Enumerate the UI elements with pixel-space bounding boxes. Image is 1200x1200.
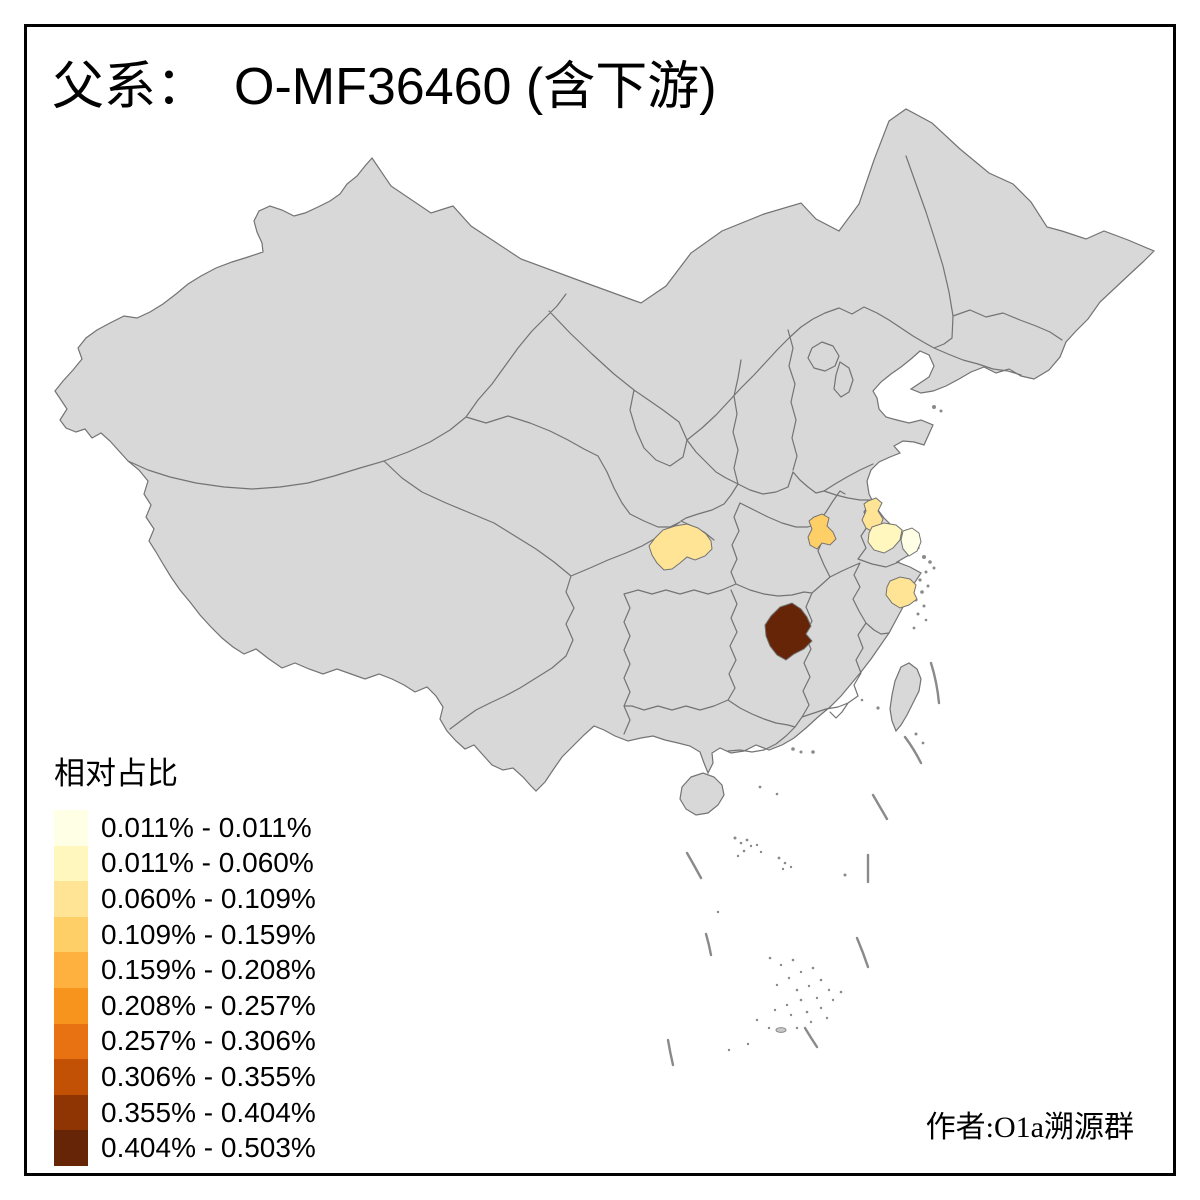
legend-swatch xyxy=(54,1023,88,1060)
title-haplogroup: O-MF36460 (含下游) xyxy=(234,58,717,116)
legend-item: 0.011% - 0.011% xyxy=(54,810,316,846)
legend-label: 0.159% - 0.208% xyxy=(101,954,316,986)
legend-label: 0.060% - 0.109% xyxy=(101,882,316,914)
region-south-jiangsu xyxy=(867,522,903,554)
legend-swatch xyxy=(54,810,88,846)
legend-label: 0.011% - 0.011% xyxy=(101,811,312,843)
highlighted-regions xyxy=(648,497,922,661)
legend-swatch xyxy=(54,1130,88,1166)
legend-item: 0.060% - 0.109% xyxy=(54,881,316,917)
legend-item: 0.109% - 0.159% xyxy=(54,916,316,953)
legend-label: 0.306% - 0.355% xyxy=(101,1060,316,1092)
legend-swatch xyxy=(54,845,88,882)
taiwan-island xyxy=(889,662,922,733)
legend-item: 0.355% - 0.404% xyxy=(54,1094,316,1131)
legend-swatch xyxy=(54,881,88,917)
region-ningbo-area xyxy=(885,576,918,609)
legend-item: 0.208% - 0.257% xyxy=(54,987,316,1024)
region-east-hunan xyxy=(764,602,813,661)
title-prefix: 父系： xyxy=(52,59,209,116)
nine-dash-line xyxy=(666,661,941,1067)
legend-label: 0.011% - 0.060% xyxy=(101,847,314,879)
legend-item: 0.306% - 0.355% xyxy=(54,1059,316,1095)
map-title: 父系： O-MF36460 (含下游) xyxy=(52,58,717,118)
legend-item: 0.011% - 0.060% xyxy=(54,845,316,882)
legend-label: 0.257% - 0.306% xyxy=(101,1025,316,1057)
legend-label: 0.404% - 0.503% xyxy=(101,1132,316,1164)
region-shanghai-area xyxy=(900,527,922,557)
legend-item: 0.159% - 0.208% xyxy=(54,952,316,988)
legend-swatch xyxy=(54,1059,88,1095)
legend-label: 0.355% - 0.404% xyxy=(101,1096,316,1128)
attribution: 作者:O1a溯源群 xyxy=(925,1111,1134,1144)
legend-item: 0.257% - 0.306% xyxy=(54,1023,316,1060)
legend-title: 相对占比 xyxy=(54,756,178,791)
hainan-island xyxy=(679,772,725,816)
legend-label: 0.109% - 0.159% xyxy=(101,918,316,950)
legend-rows: 0.011% - 0.011% 0.011% - 0.060% 0.060% -… xyxy=(54,810,316,1166)
region-chongqing-area xyxy=(648,523,713,571)
coastal-islets xyxy=(716,405,943,1052)
province-borders xyxy=(127,155,1063,753)
mainland-china xyxy=(54,108,1156,792)
legend-swatch xyxy=(54,1094,88,1131)
legend-swatch xyxy=(54,916,88,953)
legend: 相对占比 0.011% - 0.011% 0.011% - 0.060% 0.0… xyxy=(54,748,316,1166)
region-central-anhui xyxy=(807,513,837,550)
legend-swatch xyxy=(54,987,88,1024)
legend-label: 0.208% - 0.257% xyxy=(101,989,316,1021)
legend-item: 0.404% - 0.503% xyxy=(54,1130,316,1166)
legend-swatch xyxy=(54,952,88,988)
